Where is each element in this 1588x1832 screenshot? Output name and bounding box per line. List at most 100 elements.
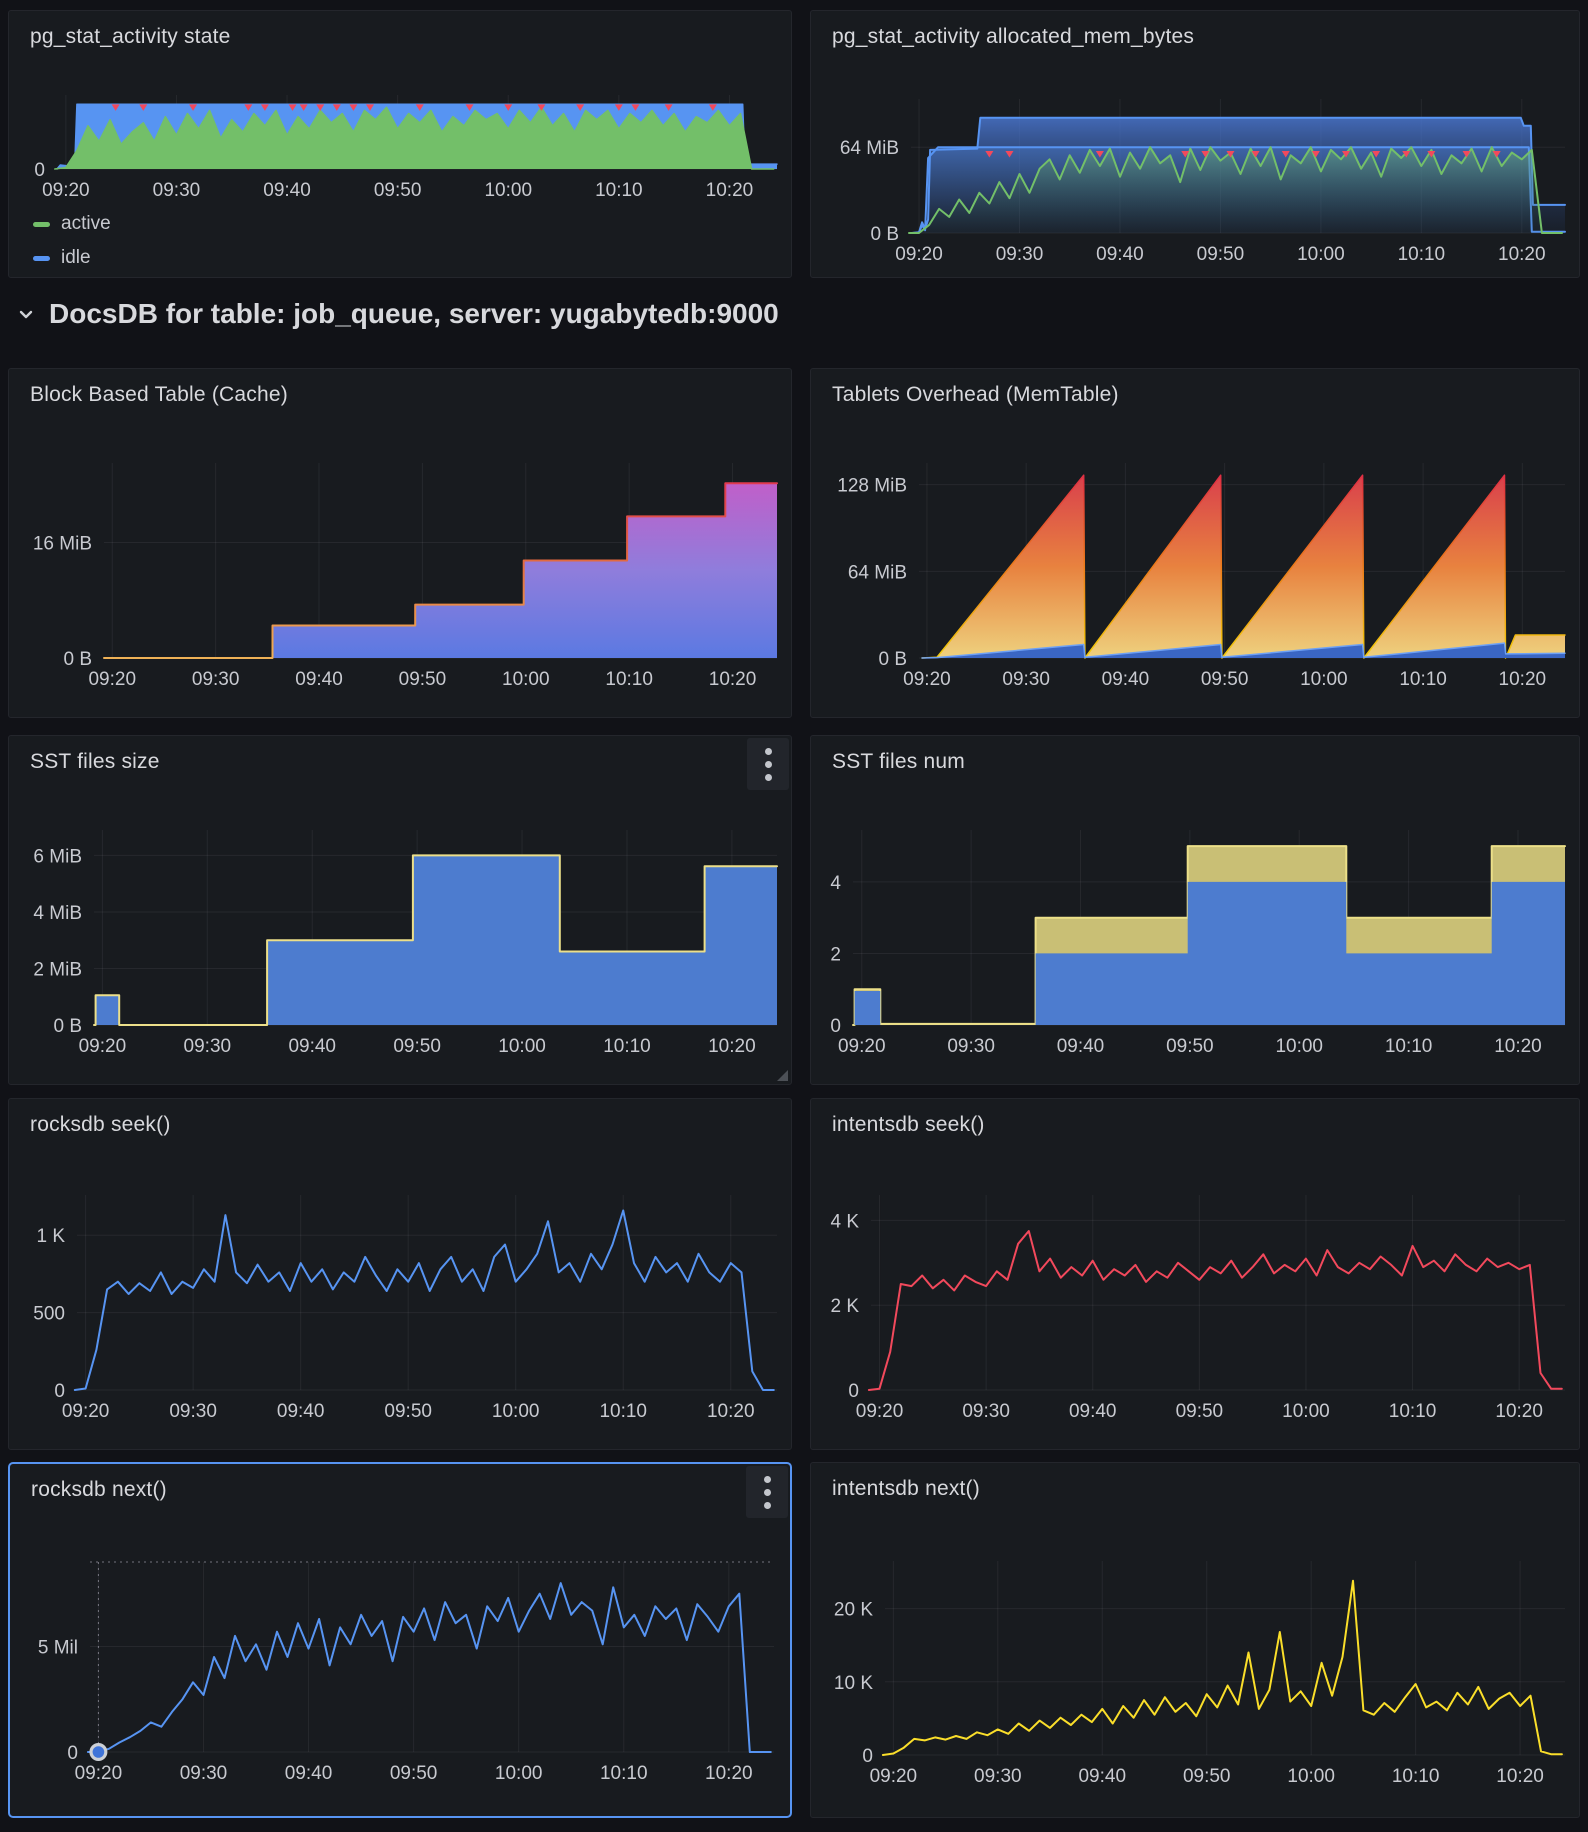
- panel-sst-files-num: 09:20 09:30 09:40 09:50 10:00 10:10 10:20 4 2 0 S…: [810, 735, 1580, 1085]
- panel-resize-handle[interactable]: [777, 1070, 788, 1081]
- svg-text:2 MiB: 2 MiB: [33, 959, 82, 980]
- svg-text:09:40: 09:40: [1102, 669, 1150, 690]
- svg-text:09:40: 09:40: [1057, 1036, 1105, 1057]
- svg-text:4 K: 4 K: [830, 1211, 859, 1232]
- svg-text:0: 0: [830, 1016, 841, 1037]
- svg-text:10:00: 10:00: [492, 1401, 540, 1422]
- svg-text:10:00: 10:00: [1275, 1036, 1323, 1057]
- rocksdb-seek-chart[interactable]: 09:20 09:30 09:40 09:50 10:00 10:10 10:20 1 K 50…: [9, 1099, 792, 1450]
- panel-sst-files-size: 09:20 09:30 09:40 09:50 10:00 10:10 10:20 6 MiB…: [8, 735, 792, 1085]
- panel-title[interactable]: intentsdb seek(): [832, 1113, 985, 1136]
- svg-text:0: 0: [67, 1743, 78, 1764]
- pg-stat-activity-allocated-mem-chart[interactable]: 09:20 09:30 09:40 09:50 10:00 10:10 10:20 64 Mi…: [811, 11, 1580, 278]
- svg-text:10:10: 10:10: [1398, 244, 1446, 265]
- svg-text:09:30: 09:30: [192, 669, 240, 690]
- svg-text:10:10: 10:10: [1385, 1036, 1433, 1057]
- svg-text:10:00: 10:00: [1287, 1766, 1335, 1787]
- svg-text:10:00: 10:00: [484, 180, 532, 201]
- block-based-table-cache-chart[interactable]: 09:20 09:30 09:40 09:50 10:00 10:10 10:20 16 Mi…: [9, 369, 792, 718]
- svg-text:09:20: 09:20: [895, 244, 943, 265]
- svg-text:10:00: 10:00: [502, 669, 550, 690]
- panel-title[interactable]: pg_stat_activity allocated_mem_bytes: [832, 25, 1195, 48]
- svg-text:09:50: 09:50: [399, 669, 447, 690]
- svg-text:09:20: 09:20: [903, 669, 951, 690]
- svg-text:0 B: 0 B: [878, 649, 907, 670]
- panel-title[interactable]: rocksdb next(): [31, 1478, 167, 1501]
- panel-block-based-table-cache: 09:20 09:30 09:40 09:50 10:00 10:10 10:20 16 Mi…: [8, 368, 792, 718]
- svg-text:09:40: 09:40: [1096, 244, 1144, 265]
- panel-menu-kebab-icon[interactable]: [747, 738, 789, 790]
- svg-text:1 K: 1 K: [36, 1226, 65, 1247]
- panel-rocksdb-seek: 09:20 09:30 09:40 09:50 10:00 10:10 10:20 1 K 50…: [8, 1098, 792, 1450]
- sst-files-size-chart[interactable]: 09:20 09:30 09:40 09:50 10:00 10:10 10:20 6 MiB…: [9, 736, 792, 1085]
- svg-text:500: 500: [33, 1304, 65, 1325]
- intentsdb-seek-chart[interactable]: 09:20 09:30 09:40 09:50 10:00 10:10 10:20 4 K 2 …: [811, 1099, 1580, 1450]
- svg-text:10:20: 10:20: [1495, 1401, 1543, 1422]
- panel-title[interactable]: rocksdb seek(): [30, 1113, 171, 1136]
- svg-text:10:00: 10:00: [498, 1036, 546, 1057]
- svg-text:09:20: 09:20: [42, 180, 90, 201]
- svg-text:09:20: 09:20: [62, 1401, 110, 1422]
- svg-text:10:10: 10:10: [1399, 669, 1447, 690]
- panel-title[interactable]: intentsdb next(): [832, 1477, 980, 1500]
- svg-text:09:40: 09:40: [1069, 1401, 1117, 1422]
- svg-text:0 B: 0 B: [53, 1016, 82, 1037]
- chevron-down-icon[interactable]: [16, 304, 36, 324]
- legend: active idle: [33, 213, 111, 269]
- svg-text:2: 2: [830, 944, 841, 965]
- svg-text:09:20: 09:20: [79, 1036, 127, 1057]
- svg-text:16 MiB: 16 MiB: [33, 533, 92, 554]
- sst-files-num-chart[interactable]: 09:20 09:30 09:40 09:50 10:00 10:10 10:20 4 2 0: [811, 736, 1580, 1085]
- rocksdb-next-chart[interactable]: 09:20 09:30 09:40 09:50 10:00 10:10 10:20 5 Mil…: [10, 1464, 790, 1816]
- legend-label: idle: [61, 247, 91, 268]
- panel-menu-kebab-icon[interactable]: [746, 1466, 788, 1518]
- panel-pg-stat-activity-allocated-mem: 09:20 09:30 09:40 09:50 10:00 10:10 10:20 64 Mi…: [810, 10, 1580, 278]
- panel-title[interactable]: pg_stat_activity state: [30, 25, 231, 48]
- svg-text:10:00: 10:00: [495, 1763, 543, 1784]
- svg-text:5 Mil: 5 Mil: [38, 1637, 78, 1658]
- panel-tablets-overhead-memtable: 09:20 09:30 09:40 09:50 10:00 10:10 10:20 128 M…: [810, 368, 1580, 718]
- svg-text:09:30: 09:30: [1002, 669, 1050, 690]
- svg-text:10:20: 10:20: [1498, 244, 1546, 265]
- svg-text:10:20: 10:20: [709, 669, 757, 690]
- svg-text:10 K: 10 K: [834, 1673, 873, 1694]
- svg-text:09:50: 09:50: [374, 180, 422, 201]
- panel-pg-stat-activity-state: 09:20 09:30 09:40 09:50 10:00 10:10 10:20 0 pg_…: [8, 10, 792, 278]
- panel-title[interactable]: Block Based Table (Cache): [30, 383, 288, 406]
- svg-text:2 K: 2 K: [830, 1296, 859, 1317]
- svg-text:10:00: 10:00: [1297, 244, 1345, 265]
- svg-text:10:10: 10:10: [1389, 1401, 1437, 1422]
- legend-swatch-active: [33, 221, 50, 227]
- svg-text:64 MiB: 64 MiB: [840, 138, 899, 159]
- legend-item-active[interactable]: active: [33, 213, 111, 235]
- pg-stat-activity-state-chart[interactable]: 09:20 09:30 09:40 09:50 10:00 10:10 10:20 0: [9, 11, 792, 278]
- svg-text:10:10: 10:10: [595, 180, 643, 201]
- svg-text:09:50: 09:50: [1176, 1401, 1224, 1422]
- svg-text:0: 0: [862, 1746, 873, 1767]
- svg-text:09:40: 09:40: [285, 1763, 333, 1784]
- legend-item-idle[interactable]: idle: [33, 247, 111, 269]
- svg-text:0: 0: [34, 160, 45, 181]
- svg-text:09:50: 09:50: [384, 1401, 432, 1422]
- svg-text:0 B: 0 B: [870, 224, 899, 245]
- intentsdb-next-chart[interactable]: 09:20 09:30 09:40 09:50 10:00 10:10 10:20 20 K 1…: [811, 1463, 1580, 1818]
- svg-text:10:10: 10:10: [599, 1401, 647, 1422]
- svg-text:4: 4: [830, 873, 841, 894]
- panel-rocksdb-next: 09:20 09:30 09:40 09:50 10:00 10:10 10:20 5 Mil…: [8, 1462, 792, 1818]
- svg-text:09:20: 09:20: [870, 1766, 918, 1787]
- tablets-overhead-memtable-chart[interactable]: 09:20 09:30 09:40 09:50 10:00 10:10 10:20 128 M…: [811, 369, 1580, 718]
- svg-text:09:30: 09:30: [947, 1036, 995, 1057]
- panel-title[interactable]: SST files size: [30, 750, 160, 773]
- svg-text:6 MiB: 6 MiB: [33, 846, 82, 867]
- svg-text:0: 0: [848, 1381, 859, 1402]
- panel-title[interactable]: SST files num: [832, 750, 965, 773]
- svg-text:128 MiB: 128 MiB: [837, 476, 907, 497]
- dashboard-row-docsdb[interactable]: DocsDB for table: job_queue, server: yug…: [16, 292, 779, 336]
- panel-title[interactable]: Tablets Overhead (MemTable): [832, 383, 1119, 406]
- svg-text:09:50: 09:50: [390, 1763, 438, 1784]
- kebab-dots: [763, 1475, 771, 1509]
- svg-text:10:20: 10:20: [1496, 1766, 1544, 1787]
- svg-text:09:20: 09:20: [838, 1036, 886, 1057]
- svg-text:09:40: 09:40: [263, 180, 311, 201]
